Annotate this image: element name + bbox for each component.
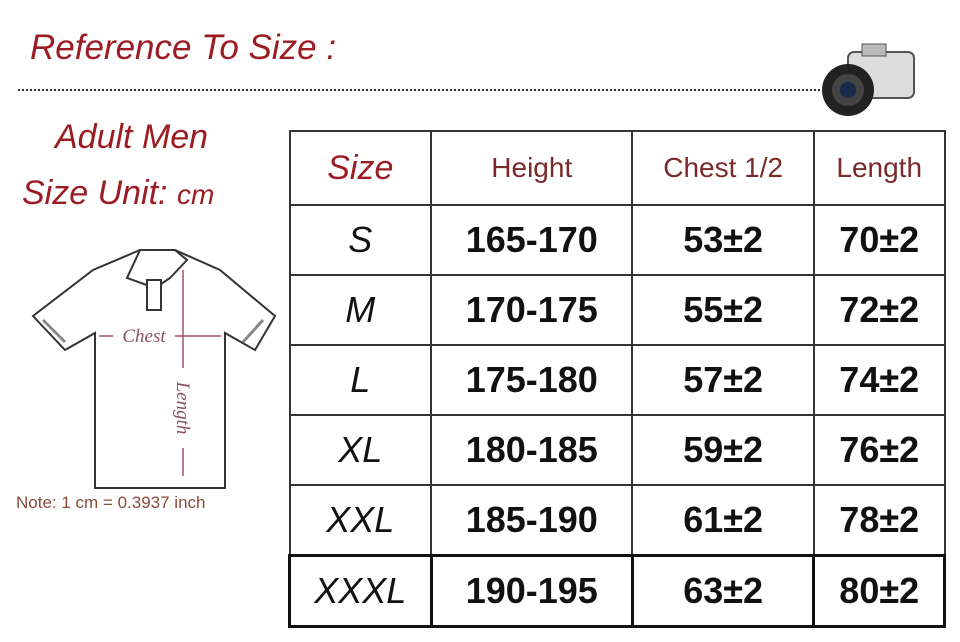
unit-label-text: Size Unit: <box>22 174 168 212</box>
table-row: XXL 185-190 61±2 78±2 <box>288 484 946 557</box>
unit-label: Size Unit: cm <box>22 174 214 213</box>
table-row: L 175-180 57±2 74±2 <box>288 344 946 416</box>
table-row: XL 180-185 59±2 76±2 <box>288 414 946 486</box>
cell-height: 175-180 <box>430 344 634 416</box>
cell-length: 70±2 <box>812 204 946 276</box>
header-height: Height <box>430 130 634 206</box>
table-row: XXXL 190-195 63±2 80±2 <box>288 554 946 628</box>
header-size: Size <box>288 130 433 206</box>
cell-chest: 63±2 <box>630 554 816 628</box>
cell-length: 76±2 <box>812 414 946 486</box>
conversion-note: Note: 1 cm = 0.3937 inch <box>16 493 206 512</box>
audience-label: Adult Men <box>55 118 209 156</box>
cell-height: 185-190 <box>430 484 634 557</box>
table-row: M 170-175 55±2 72±2 <box>288 274 946 346</box>
size-table: Size Height Chest 1/2 Length S 165-170 53±… <box>288 130 946 628</box>
camera-icon <box>822 43 915 116</box>
cell-size: M <box>288 274 433 346</box>
cell-length: 80±2 <box>812 554 946 628</box>
cell-size: XXXL <box>288 554 433 628</box>
cell-chest: 53±2 <box>631 204 815 276</box>
cell-length: 74±2 <box>812 344 946 416</box>
cell-height: 165-170 <box>430 204 634 276</box>
cell-chest: 59±2 <box>631 414 815 486</box>
cell-size: XL <box>288 414 433 486</box>
page-title: Reference To Size : <box>30 28 337 67</box>
unit-value: cm <box>176 179 215 210</box>
cell-chest: 55±2 <box>631 274 815 346</box>
table-row: S 165-170 53±2 70±2 <box>288 204 946 276</box>
shirt-diagram: Chest Length <box>31 249 277 489</box>
cell-height: 170-175 <box>430 274 634 346</box>
cell-height: 190-195 <box>429 554 634 628</box>
cell-chest: 57±2 <box>631 344 815 416</box>
cell-chest: 61±2 <box>631 484 815 557</box>
length-label: Length <box>172 381 193 435</box>
cell-length: 78±2 <box>812 484 946 557</box>
header-length: Length <box>812 130 946 206</box>
cell-size: S <box>288 204 433 276</box>
cell-size: L <box>288 344 433 416</box>
table-header: Size Height Chest 1/2 Length <box>288 130 946 206</box>
cell-height: 180-185 <box>430 414 634 486</box>
chest-label: Chest <box>122 326 166 347</box>
cell-length: 72±2 <box>812 274 946 346</box>
cell-size: XXL <box>288 484 433 557</box>
divider <box>18 89 820 91</box>
header-chest: Chest 1/2 <box>631 130 815 206</box>
